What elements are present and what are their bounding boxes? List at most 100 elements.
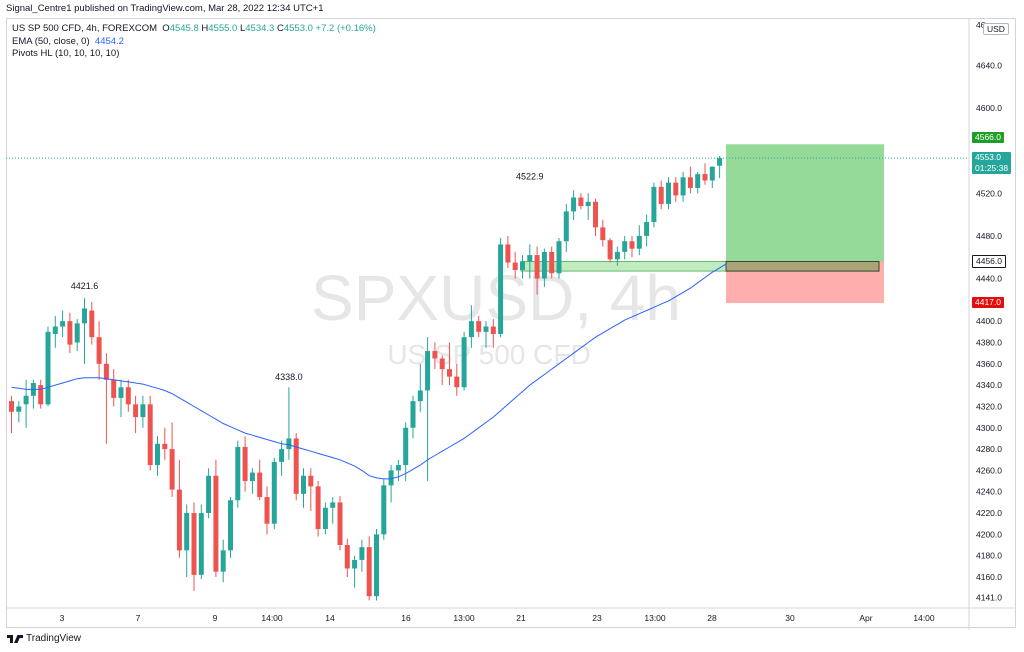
candle[interactable] xyxy=(512,251,518,279)
candle[interactable] xyxy=(498,238,504,338)
pivots-legend-row[interactable]: Pivots HL (10, 10, 10, 10) xyxy=(12,48,376,61)
candle[interactable] xyxy=(614,246,620,266)
candle[interactable] xyxy=(717,155,723,179)
candle[interactable] xyxy=(286,387,292,460)
candle[interactable] xyxy=(133,395,139,434)
candle[interactable] xyxy=(96,321,102,380)
candle[interactable] xyxy=(9,395,14,434)
candle[interactable] xyxy=(483,321,489,348)
candle[interactable] xyxy=(103,353,109,444)
candle[interactable] xyxy=(578,193,584,210)
candle[interactable] xyxy=(140,395,146,428)
candle[interactable] xyxy=(505,235,511,268)
candle[interactable] xyxy=(673,177,679,202)
candle[interactable] xyxy=(184,504,190,577)
candle[interactable] xyxy=(527,244,533,279)
candle[interactable] xyxy=(118,379,124,418)
candle[interactable] xyxy=(432,342,438,370)
candle[interactable] xyxy=(629,235,635,258)
candle[interactable] xyxy=(658,180,664,210)
candle[interactable] xyxy=(228,497,233,558)
candle[interactable] xyxy=(622,235,628,260)
chart-pane[interactable] xyxy=(6,18,1016,628)
candle[interactable] xyxy=(147,395,153,471)
candle[interactable] xyxy=(176,459,182,558)
candle[interactable] xyxy=(337,495,343,551)
candle[interactable] xyxy=(374,529,379,601)
candle[interactable] xyxy=(571,190,577,220)
candle[interactable] xyxy=(410,395,416,439)
candle[interactable] xyxy=(381,478,387,540)
candle[interactable] xyxy=(213,459,219,577)
candle[interactable] xyxy=(702,163,708,185)
candle[interactable] xyxy=(476,315,482,338)
symbol-legend-row[interactable]: US SP 500 CFD, 4h, FOREXCOM O4545.8 H455… xyxy=(12,23,376,36)
candle[interactable] xyxy=(556,238,562,279)
candle[interactable] xyxy=(242,436,248,492)
candle[interactable] xyxy=(344,538,350,577)
candle[interactable] xyxy=(169,422,175,498)
candle[interactable] xyxy=(220,539,226,583)
candle[interactable] xyxy=(330,497,336,524)
profit-zone[interactable] xyxy=(726,144,884,262)
candle[interactable] xyxy=(454,363,460,396)
candle[interactable] xyxy=(23,379,29,428)
candle[interactable] xyxy=(82,298,87,364)
candle[interactable] xyxy=(352,555,358,588)
candle[interactable] xyxy=(388,465,394,503)
candle[interactable] xyxy=(89,301,95,345)
candle[interactable] xyxy=(30,379,36,409)
candle[interactable] xyxy=(680,171,686,202)
candle[interactable] xyxy=(279,440,285,476)
candle[interactable] xyxy=(600,219,606,247)
ema-legend-row[interactable]: EMA (50, close, 0) 4454.2 xyxy=(12,36,376,49)
tradingview-logo[interactable]: TradingView xyxy=(7,633,81,644)
candle[interactable] xyxy=(563,203,569,252)
candle[interactable] xyxy=(264,486,270,535)
candle[interactable] xyxy=(534,246,540,295)
candle[interactable] xyxy=(111,369,117,407)
candle[interactable] xyxy=(607,238,613,263)
candle[interactable] xyxy=(155,436,160,476)
candle[interactable] xyxy=(651,182,657,228)
candle[interactable] xyxy=(249,468,255,494)
candle[interactable] xyxy=(666,177,671,210)
candle[interactable] xyxy=(315,481,321,537)
candle[interactable] xyxy=(687,166,693,194)
candle[interactable] xyxy=(520,255,525,279)
candle[interactable] xyxy=(541,248,547,288)
candle[interactable] xyxy=(52,315,58,348)
candle[interactable] xyxy=(16,401,22,423)
candle[interactable] xyxy=(417,363,423,412)
candle[interactable] xyxy=(395,459,401,482)
chart-legend[interactable]: US SP 500 CFD, 4h, FOREXCOM O4545.8 H455… xyxy=(12,23,376,61)
candle[interactable] xyxy=(198,504,204,580)
candle[interactable] xyxy=(644,214,650,247)
candle[interactable] xyxy=(359,539,365,572)
candle[interactable] xyxy=(695,171,701,194)
candle[interactable] xyxy=(235,440,241,508)
candle[interactable] xyxy=(709,166,715,188)
candle[interactable] xyxy=(301,468,306,508)
candle[interactable] xyxy=(38,379,44,409)
candle[interactable] xyxy=(593,198,598,236)
candle[interactable] xyxy=(490,319,496,348)
candle[interactable] xyxy=(636,225,642,256)
candle[interactable] xyxy=(125,379,131,412)
candle[interactable] xyxy=(206,468,212,519)
candle[interactable] xyxy=(45,326,51,407)
candle[interactable] xyxy=(67,312,73,354)
candle[interactable] xyxy=(447,342,452,386)
candle[interactable] xyxy=(60,310,66,338)
chart-canvas[interactable]: SPXUSD, 4h US SP 500 CFD 4421.6 4338.0 452… xyxy=(6,18,1016,630)
candle[interactable] xyxy=(74,319,80,352)
candle[interactable] xyxy=(322,502,328,535)
currency-badge[interactable]: USD xyxy=(983,23,1009,35)
candle[interactable] xyxy=(468,305,474,348)
candle[interactable] xyxy=(293,433,299,501)
candle[interactable] xyxy=(366,536,372,601)
candle[interactable] xyxy=(461,331,467,391)
candle[interactable] xyxy=(439,355,445,386)
candle[interactable] xyxy=(257,459,263,501)
candle[interactable] xyxy=(271,457,277,530)
